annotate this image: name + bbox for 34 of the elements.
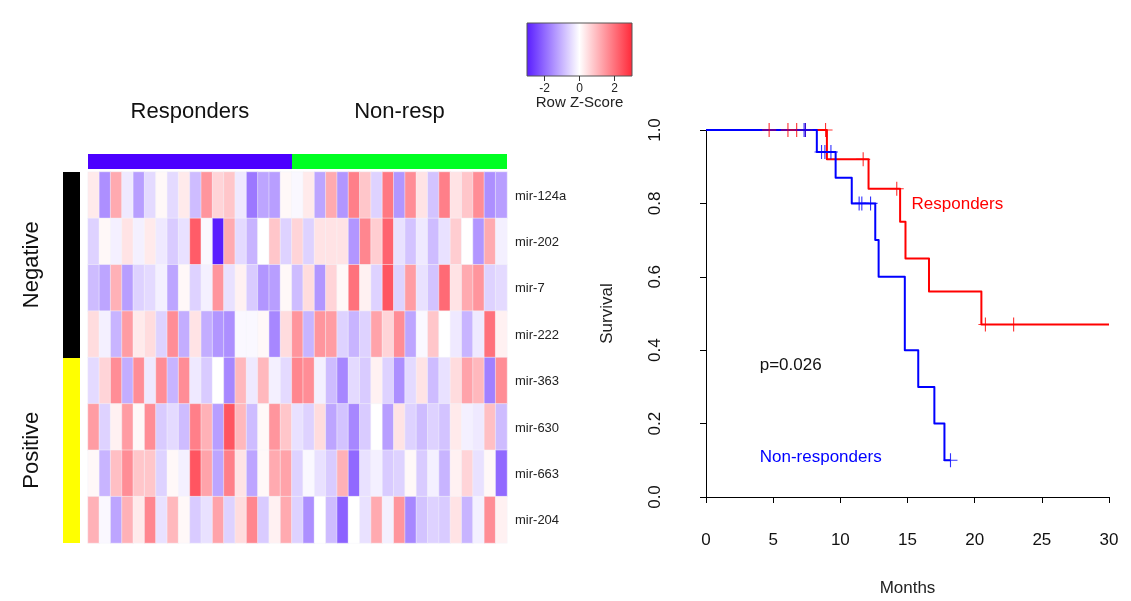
y-tick-label: 1.0 — [645, 118, 664, 142]
text: Positive — [17, 411, 43, 489]
x-tick-label: 5 — [768, 530, 778, 549]
y-tick-label: mir-663 — [515, 465, 560, 481]
y-tick-label: mir-202 — [515, 234, 560, 250]
text: Responders — [130, 97, 250, 123]
x-tick-label: 10 — [830, 530, 850, 549]
y-tick-label: mir-204 — [515, 512, 560, 528]
color-bar-label: 2 — [611, 81, 619, 95]
x-tick-label: 20 — [965, 530, 985, 549]
x-axis-title: Months — [879, 578, 936, 597]
y-tick-label: mir-124a — [515, 187, 568, 203]
x-tick-label: 0 — [701, 530, 711, 549]
y-tick-label: mir-630 — [515, 419, 560, 435]
color-bar-label: 0 — [576, 81, 584, 95]
y-tick-label: 0.6 — [645, 264, 664, 289]
x-tick-label: 25 — [1032, 530, 1052, 549]
series-label: Responders — [911, 193, 1004, 213]
y-tick-label: 0.0 — [645, 485, 664, 509]
annotation: p=0.026 — [759, 355, 822, 375]
y-tick-label: 0.8 — [645, 191, 664, 216]
x-tick-label: 15 — [898, 530, 917, 549]
color-bar-title: Row Z-Score — [535, 93, 624, 110]
y-tick-label: mir-222 — [515, 326, 560, 342]
y-tick-label: 0.2 — [645, 411, 664, 436]
x-tick-label: 30 — [1099, 530, 1119, 549]
text: Negative — [17, 221, 43, 309]
color-bar-label: -2 — [539, 81, 551, 95]
y-tick-label: 0.4 — [645, 338, 664, 363]
y-tick-label: mir-7 — [515, 280, 545, 296]
y-tick-label: mir-363 — [515, 373, 560, 389]
y-axis-title: Survival — [597, 283, 616, 344]
text: Non-responders — [759, 447, 882, 467]
text: Non-resp — [354, 97, 445, 123]
